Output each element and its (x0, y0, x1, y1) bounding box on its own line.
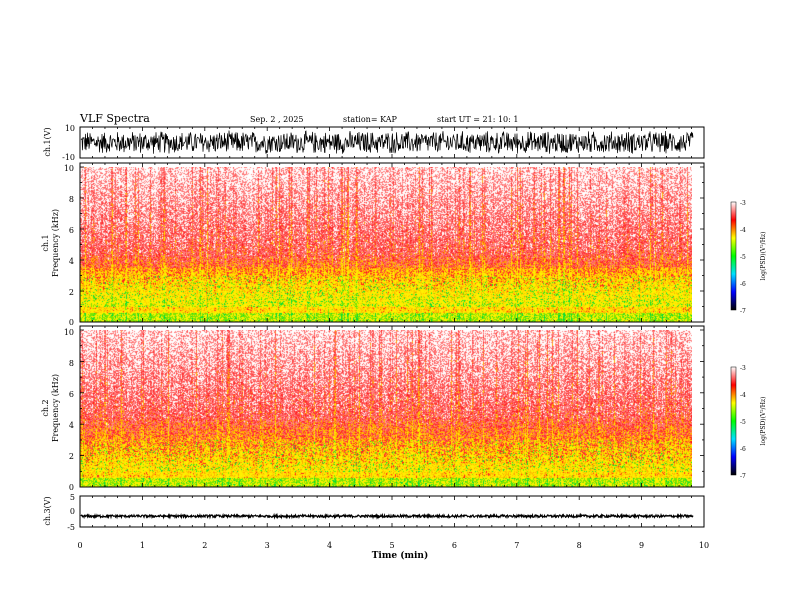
ch1-colorbar: -3 -4 -5 -6 -7 log(PSD)(V²/Hz) (730, 200, 767, 315)
ch3-ytick-mid: 0 (70, 507, 75, 516)
ch2-colorbar-gradient (730, 366, 737, 476)
figure-title: VLF Spectra (79, 112, 150, 125)
ch1-ytick-4: 4 (69, 257, 74, 266)
ch2-cb-tick-7: -7 (740, 473, 746, 480)
ch1-channel-label: ch.1 (41, 234, 50, 251)
ch2-frequency-label: Frequency (kHz) (51, 374, 60, 442)
ch2-cb-tick-5: -5 (740, 419, 746, 426)
ch1-spectrogram-image (80, 167, 692, 322)
ch2-ytick-6: 6 (69, 390, 74, 399)
start-time-label: start UT = 21: 10: 1 (437, 115, 518, 124)
ch3-ylabel: ch.3(V) (43, 496, 52, 525)
ch2-spectrogram-panel: 0 2 4 6 8 10 ch.2 Frequency (kHz) (41, 325, 705, 492)
ch2-ytick-8: 8 (69, 359, 74, 368)
ch2-colorbar-label: log(PSD)(V²/Hz) (760, 397, 767, 446)
ch2-ytick-2: 2 (69, 452, 74, 461)
ch1-ytick-0: 0 (69, 318, 74, 327)
ch1-cb-tick-3: -3 (740, 200, 746, 207)
ch2-cb-tick-6: -6 (740, 446, 746, 453)
ch3-ytick-bottom: -5 (67, 523, 75, 532)
ch1-ytick-bottom: -10 (62, 153, 75, 162)
x-tick-label: 1 (140, 541, 145, 550)
ch1-colorbar-gradient (730, 201, 737, 311)
x-tick-label: 10 (699, 541, 709, 550)
ch3-waveform-panel: 5 0 -5 ch.3(V) 0 1 2 3 4 5 6 7 8 9 10 Time (min) (43, 493, 709, 561)
ch1-ytick-10: 10 (64, 164, 74, 173)
ch2-cb-tick-4: -4 (740, 392, 746, 399)
x-tick-label: 6 (452, 541, 457, 550)
ch2-ytick-4: 4 (69, 421, 74, 430)
x-axis-label: Time (min) (372, 550, 429, 561)
ch1-waveform-panel: 10 -10 ch.1(V) (43, 124, 705, 162)
ch3-ytick-top: 5 (70, 493, 75, 502)
ch1-waveform-line (80, 130, 694, 154)
ch2-cb-tick-3: -3 (740, 365, 746, 372)
ch3-waveform-line (80, 512, 694, 520)
x-tick-label: 3 (265, 541, 270, 550)
ch1-colorbar-label: log(PSD)(V²/Hz) (760, 232, 767, 281)
ch1-cb-tick-5: -5 (740, 254, 746, 261)
date-label: Sep. 2 , 2025 (250, 115, 304, 124)
x-tick-label: 5 (389, 541, 394, 550)
ch1-cb-tick-7: -7 (740, 308, 746, 315)
ch2-spectrogram-image (80, 330, 692, 487)
ch2-ytick-0: 0 (69, 483, 74, 492)
ch1-cb-tick-6: -6 (740, 281, 746, 288)
x-tick-label: 9 (639, 541, 644, 550)
station-label: station= KAP (343, 115, 398, 124)
ch1-spectrogram-panel: 0 2 4 6 8 10 ch.1 Frequency (kHz) (41, 162, 705, 327)
ch1-cb-tick-4: -4 (740, 227, 746, 234)
ch1-frequency-label: Frequency (kHz) (51, 209, 60, 277)
x-tick-label: 0 (77, 541, 82, 550)
ch1-ytick-8: 8 (69, 195, 74, 204)
ch2-colorbar: -3 -4 -5 -6 -7 log(PSD)(V²/Hz) (730, 365, 767, 480)
ch1-ylabel: ch.1(V) (43, 127, 52, 156)
x-tick-label: 7 (514, 541, 519, 550)
ch2-channel-label: ch.2 (41, 399, 50, 416)
x-tick-label: 8 (577, 541, 582, 550)
x-tick-label: 2 (202, 541, 207, 550)
ch1-ytick-6: 6 (69, 226, 74, 235)
x-tick-label: 4 (327, 541, 332, 550)
ch1-ytick-2: 2 (69, 288, 74, 297)
ch2-ytick-10: 10 (64, 328, 74, 337)
ch1-ytick-top: 10 (65, 124, 75, 133)
